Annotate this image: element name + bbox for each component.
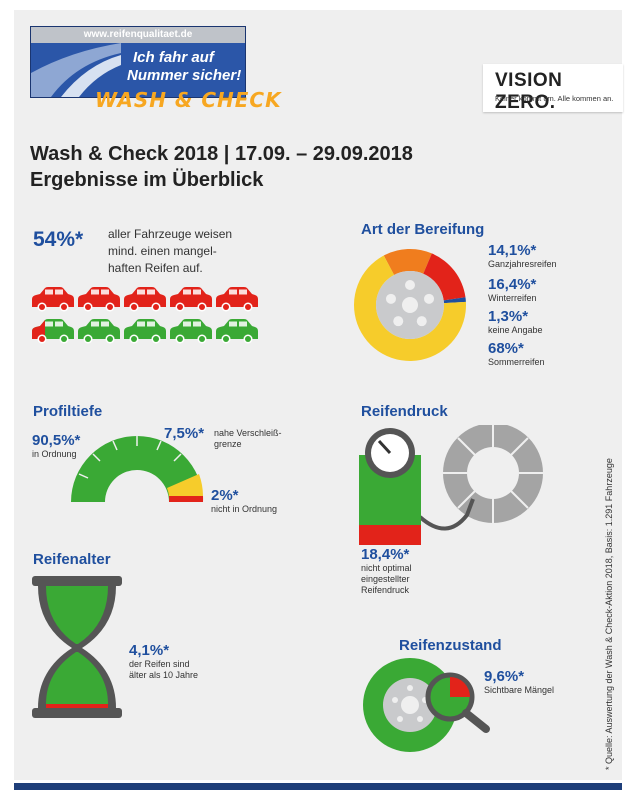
bereifung-value: 14,1%*: [488, 242, 537, 259]
bereifung-label: Winterreifen: [488, 293, 537, 303]
bereifung-label: Ganzjahresreifen: [488, 259, 557, 269]
rim-hole: [393, 316, 404, 327]
profil-near-label: nahe Verschleiß- grenze: [214, 428, 282, 450]
profil-title: Profiltiefe: [33, 403, 103, 420]
profil-bad: 2%* nicht in Ordnung: [211, 487, 277, 515]
donut-slice-winter: [423, 253, 466, 301]
bereifung-item-winter: 16,4%* Winterreifen: [488, 276, 537, 304]
bereifung-label: Sommerreifen: [488, 357, 545, 367]
road-icon: [31, 43, 121, 97]
alter-label-line1: der Reifen sind: [129, 659, 190, 669]
rim-hole: [385, 293, 396, 304]
car-icon-green: [170, 319, 212, 344]
rim-hole: [405, 280, 415, 290]
bereifung-value: 16,4%*: [488, 276, 537, 293]
car-icon-red: [32, 287, 74, 312]
zustand-value: 9,6%*: [484, 668, 525, 685]
wash-check-logo: WASH & CHECK: [95, 88, 282, 112]
defect-text-line2: mind. einen mangel-: [108, 244, 217, 258]
tire-magnifier-icon: [363, 658, 490, 752]
alter-value: 4,1%*: [129, 642, 170, 659]
defect-text-line1: aller Fahrzeuge weisen: [108, 227, 233, 241]
vision-zero-logo: VISION ZERO. Keiner kommt um. Alle komme…: [483, 64, 623, 113]
defect-text: aller Fahrzeuge weisen mind. einen mange…: [108, 226, 232, 277]
bereifung-item-sommer: 68%* Sommerreifen: [488, 340, 545, 368]
car-icon-green: [78, 319, 120, 344]
alter-title: Reifenalter: [33, 551, 111, 568]
tire-pressure-icon: [359, 425, 543, 545]
profil-bad-label: nicht in Ordnung: [211, 504, 278, 514]
rim-hole: [424, 293, 435, 304]
source-note: * Quelle: Auswertung der Wash & Check-Ak…: [604, 458, 614, 770]
zustand-title: Reifenzustand: [399, 637, 502, 654]
profil-ok-value: 90,5%*: [32, 432, 81, 449]
druck-value: 18,4%*: [361, 546, 410, 563]
druck-label-line3: Reifendruck: [361, 585, 410, 595]
donut-slice-sommer: [354, 255, 466, 361]
profil-bad-value: 2%*: [211, 487, 239, 504]
profil-gauge: [71, 436, 204, 502]
donut-slice-ganzjahres: [383, 249, 432, 275]
rim-center: [402, 297, 418, 313]
hourglass-icon: [32, 576, 122, 718]
bereifung-item-ganzjahres: 14,1%* Ganzjahresreifen: [488, 242, 557, 270]
donut-slice-keine: [443, 297, 466, 304]
car-icon-green: [216, 319, 258, 344]
vision-zero-tagline: Keiner kommt um. Alle kommen an.: [495, 94, 614, 103]
druck-label-line1: nicht optimal: [361, 563, 412, 573]
car-icon-red: [124, 287, 166, 312]
profil-near-label-line2: grenze: [214, 439, 242, 449]
zustand-label: Sichtbare Mängel: [484, 685, 555, 695]
logo-url: www.reifenqualitaet.de: [31, 27, 245, 43]
car-icon-green: [124, 319, 166, 344]
profil-near-label-line1: nahe Verschleiß-: [214, 428, 282, 438]
car-icon-red: [216, 287, 258, 312]
bereifung-item-keine: 1,3%* keine Angabe: [488, 308, 543, 336]
profil-near: 7,5%*: [164, 425, 204, 443]
page-subtitle: Ergebnisse im Überblick: [30, 169, 264, 191]
alter-label-line2: älter als 10 Jahre: [129, 670, 199, 680]
car-icon-red: [78, 287, 120, 312]
alter-info: 4,1%* der Reifen sind älter als 10 Jahre: [129, 642, 198, 681]
defect-percent: 54%*: [33, 228, 84, 251]
druck-info: 18,4%* nicht optimal eingestellter Reife…: [361, 546, 412, 596]
vision-zero-title: VISION ZERO.: [495, 70, 563, 113]
druck-label-line2: eingestellter: [361, 574, 410, 584]
profil-ok: 90,5%* in Ordnung: [32, 432, 80, 460]
druck-title: Reifendruck: [361, 403, 448, 420]
slogan-line2: Nummer sicher!: [127, 67, 242, 84]
bereifung-donut-chart: [354, 249, 466, 361]
bereifung-value: 68%*: [488, 340, 524, 357]
zustand-info: 9,6%* Sichtbare Mängel: [484, 668, 554, 696]
infographic-panel: [14, 10, 622, 780]
car-grid: [32, 287, 258, 344]
page-title: Wash & Check 2018 | 17.09. – 29.09.2018: [30, 143, 413, 165]
bottom-bar: [14, 783, 622, 790]
reifenqualitaet-logo: www.reifenqualitaet.de Ich fahr auf Numm…: [30, 26, 246, 98]
bereifung-title: Art der Bereifung: [361, 221, 485, 238]
profil-ok-label: in Ordnung: [32, 449, 77, 459]
defect-text-line3: haften Reifen auf.: [108, 261, 203, 275]
rim-hole: [416, 316, 427, 327]
slogan-line1: Ich fahr auf: [133, 49, 214, 66]
bereifung-value: 1,3%*: [488, 308, 529, 325]
car-icon-red: [170, 287, 212, 312]
bereifung-label: keine Angabe: [488, 325, 543, 335]
profil-near-value: 7,5%*: [164, 425, 205, 442]
